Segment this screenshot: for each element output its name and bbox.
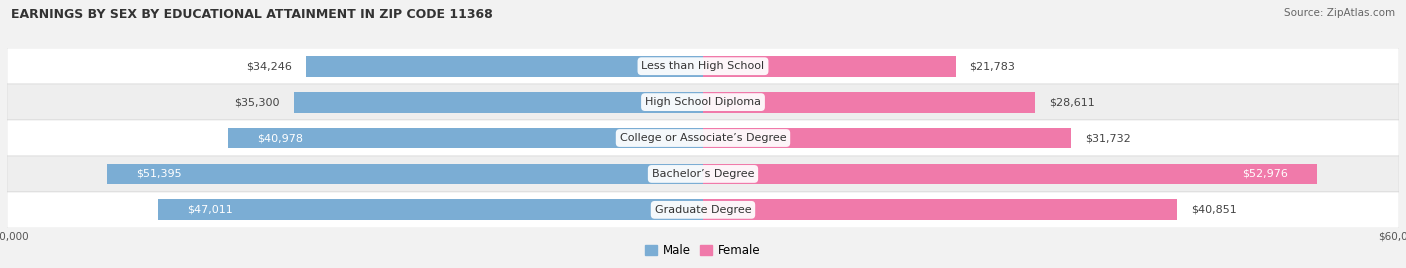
Text: Source: ZipAtlas.com: Source: ZipAtlas.com [1284, 8, 1395, 18]
Bar [7, 84, 1399, 120]
Text: College or Associate’s Degree: College or Associate’s Degree [620, 133, 786, 143]
Text: $28,611: $28,611 [1049, 97, 1094, 107]
Bar [703, 163, 1317, 184]
Text: $34,246: $34,246 [246, 61, 292, 71]
Bar [157, 199, 703, 220]
Text: $40,851: $40,851 [1191, 205, 1236, 215]
Bar [703, 199, 1177, 220]
Bar [305, 56, 703, 77]
Text: Less than High School: Less than High School [641, 61, 765, 71]
Bar [703, 128, 1071, 148]
Text: $35,300: $35,300 [235, 97, 280, 107]
Bar [7, 156, 1399, 192]
Bar [703, 92, 1035, 113]
Bar [7, 48, 1399, 84]
Text: High School Diploma: High School Diploma [645, 97, 761, 107]
Bar [7, 120, 1399, 156]
Bar [294, 92, 703, 113]
Text: $40,978: $40,978 [257, 133, 302, 143]
Text: Graduate Degree: Graduate Degree [655, 205, 751, 215]
Bar [7, 192, 1399, 228]
Bar [228, 128, 703, 148]
Text: $52,976: $52,976 [1243, 169, 1288, 179]
Text: $31,732: $31,732 [1085, 133, 1130, 143]
Legend: Male, Female: Male, Female [641, 239, 765, 261]
Bar [107, 163, 703, 184]
Text: Bachelor’s Degree: Bachelor’s Degree [652, 169, 754, 179]
Text: $51,395: $51,395 [136, 169, 181, 179]
Bar [703, 56, 956, 77]
Text: EARNINGS BY SEX BY EDUCATIONAL ATTAINMENT IN ZIP CODE 11368: EARNINGS BY SEX BY EDUCATIONAL ATTAINMEN… [11, 8, 494, 21]
Text: $21,783: $21,783 [970, 61, 1015, 71]
Text: $47,011: $47,011 [187, 205, 232, 215]
